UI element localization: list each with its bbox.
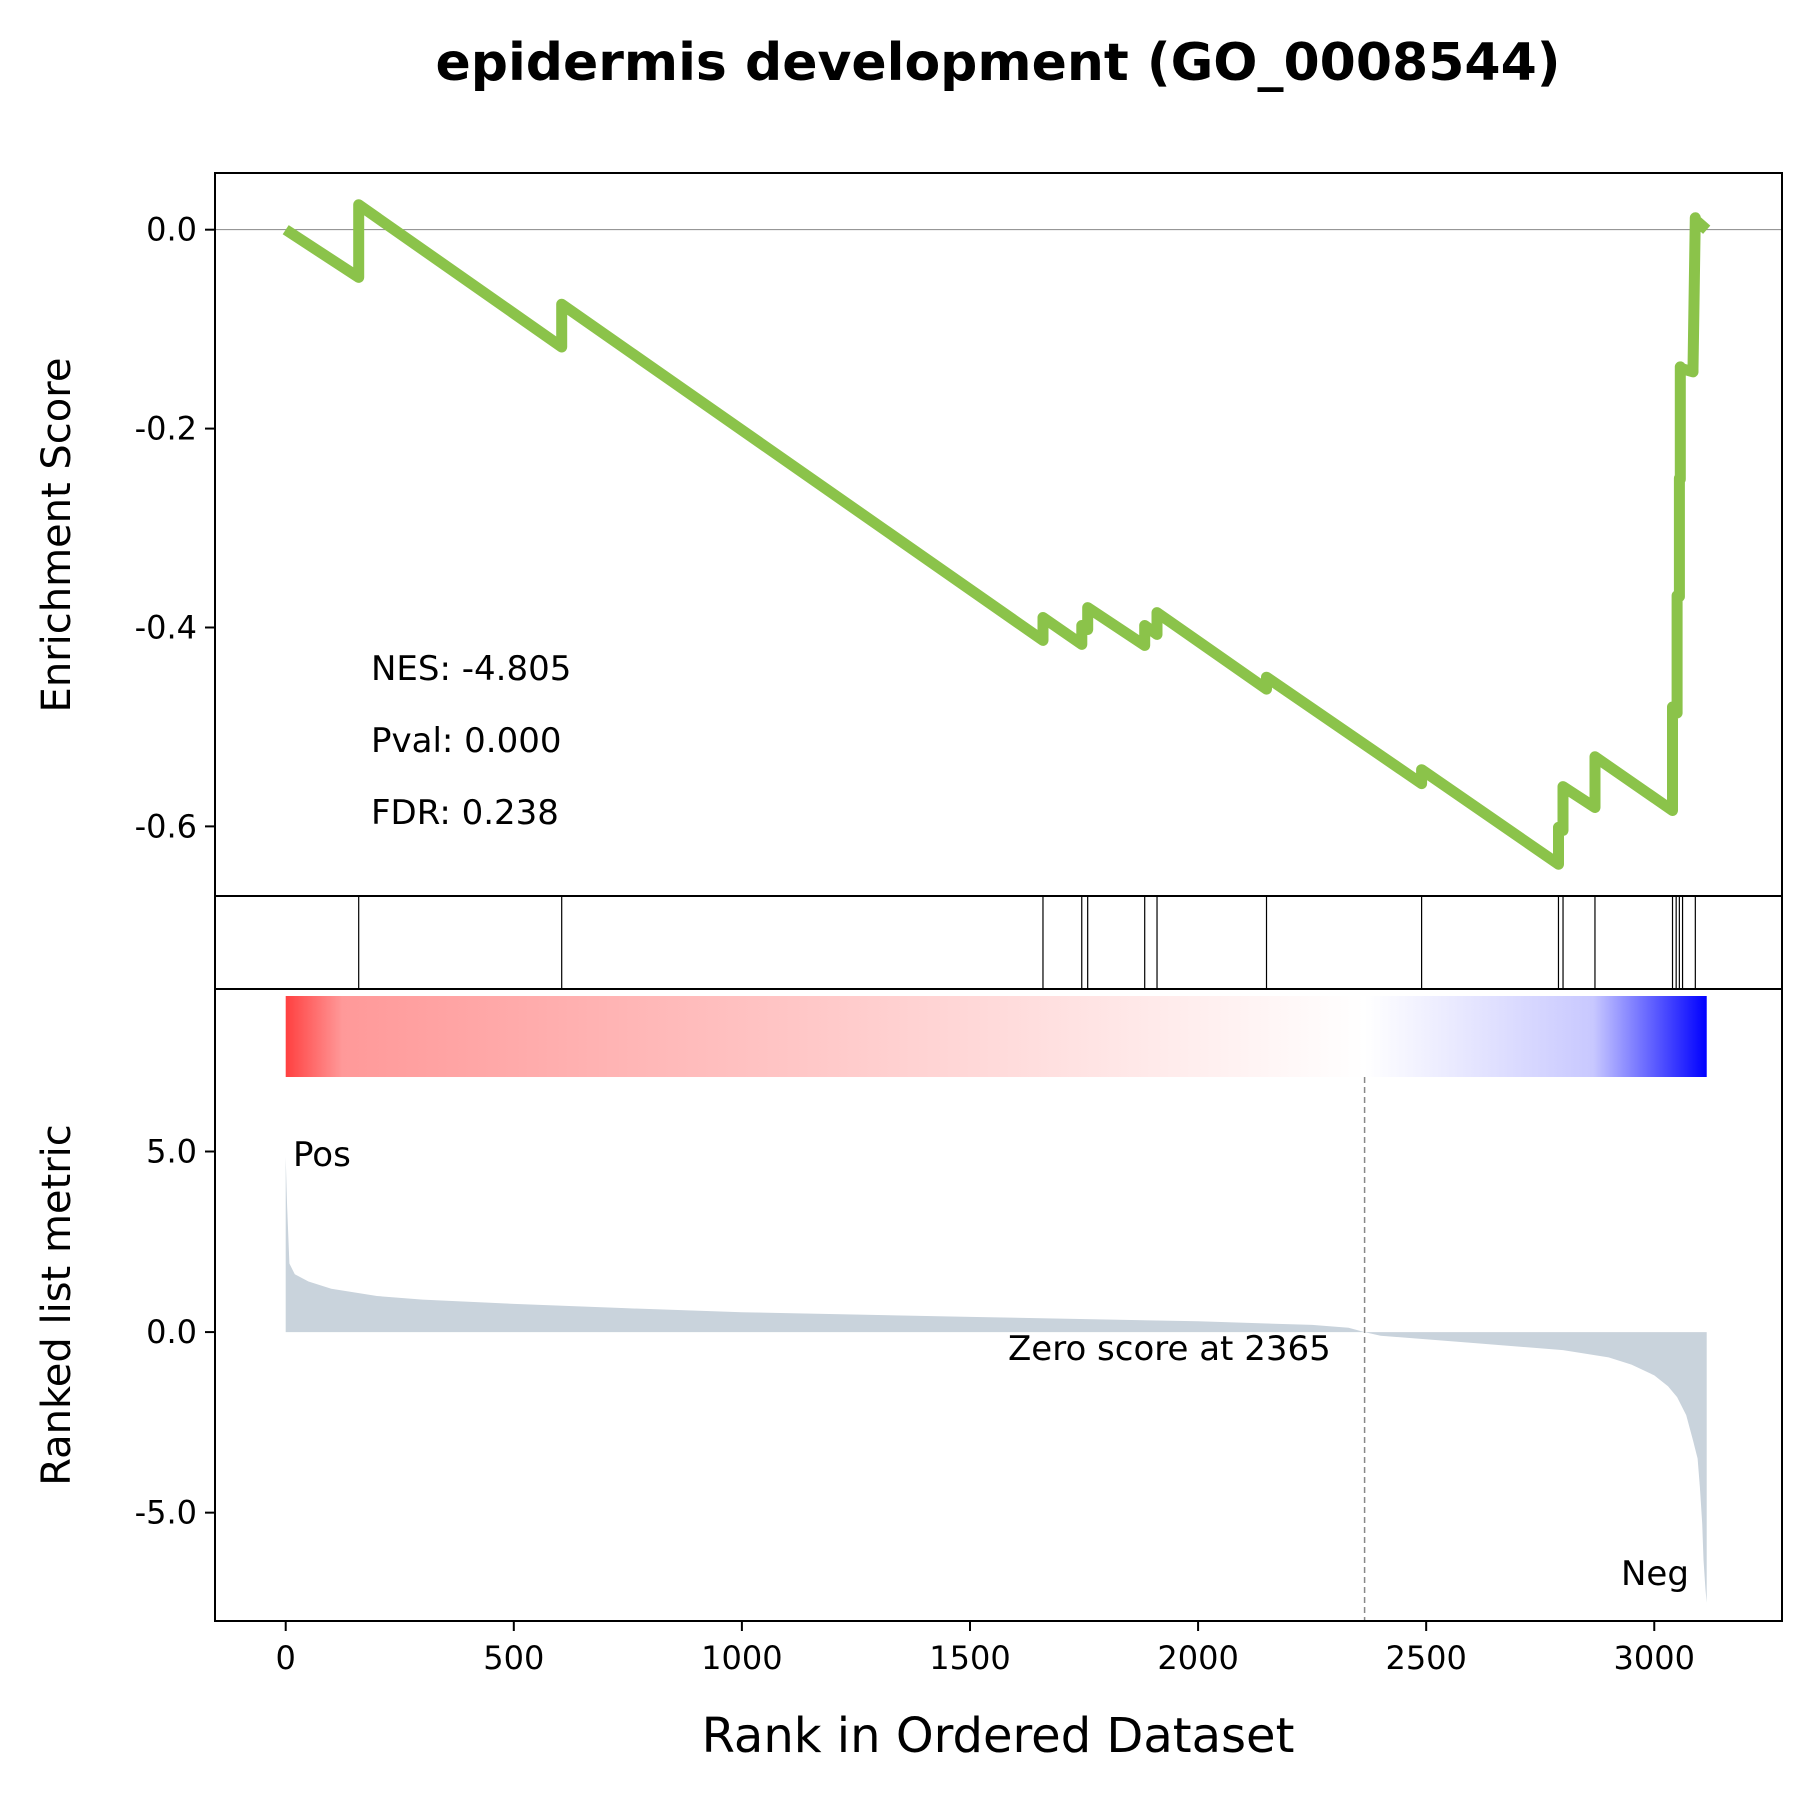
x-tick-label: 500 (483, 1639, 544, 1677)
bottom-panel: Zero score at 2365 Pos Neg 5.0 0.0 -5.0 0 5… (34, 988, 1783, 1764)
chart-title: epidermis development (GO_0008544) (435, 33, 1560, 93)
fdr-annotation: FDR: 0.238 (371, 793, 559, 833)
pos-label: Pos (293, 1135, 351, 1175)
bottom-y-axis-label: Ranked list metric (34, 1124, 80, 1486)
x-tick-label: 1500 (929, 1639, 1010, 1677)
metric-y-tick-label: 0.0 (146, 1313, 197, 1351)
es-y-tick-label: 0.0 (146, 211, 197, 249)
es-y-tick-label: -0.4 (135, 608, 197, 646)
x-tick-label: 0 (276, 1639, 296, 1677)
es-y-tick-label: -0.6 (135, 807, 197, 845)
top-y-axis-label: Enrichment Score (34, 358, 80, 713)
hit-panel (214, 895, 1783, 990)
es-y-tick-label: -0.2 (135, 410, 197, 448)
neg-label: Neg (1621, 1554, 1689, 1594)
bottom-panel-frame (214, 988, 1783, 1622)
x-tick-label: 1000 (701, 1639, 782, 1677)
x-axis-label: Rank in Ordered Dataset (702, 1708, 1295, 1764)
x-tick-label: 3000 (1614, 1639, 1695, 1677)
top-panel: 0.0-0.2-0.4-0.6 NES: -4.805 Pval: 0.000 … (34, 172, 1783, 897)
top-panel-frame (214, 172, 1783, 897)
hit-panel-frame (214, 895, 1783, 990)
metric-y-tick-label: 5.0 (146, 1133, 197, 1171)
zero-score-label: Zero score at 2365 (1008, 1329, 1331, 1369)
x-tick-label: 2000 (1157, 1639, 1238, 1677)
enrichment-score-line (282, 199, 1711, 870)
pval-annotation: Pval: 0.000 (371, 721, 562, 761)
rank-colorbar (285, 996, 1707, 1077)
metric-y-tick-label: -5.0 (135, 1494, 197, 1532)
nes-annotation: NES: -4.805 (371, 649, 571, 689)
x-tick-label: 2500 (1385, 1639, 1466, 1677)
ranked-metric-area (285, 1156, 1707, 1603)
